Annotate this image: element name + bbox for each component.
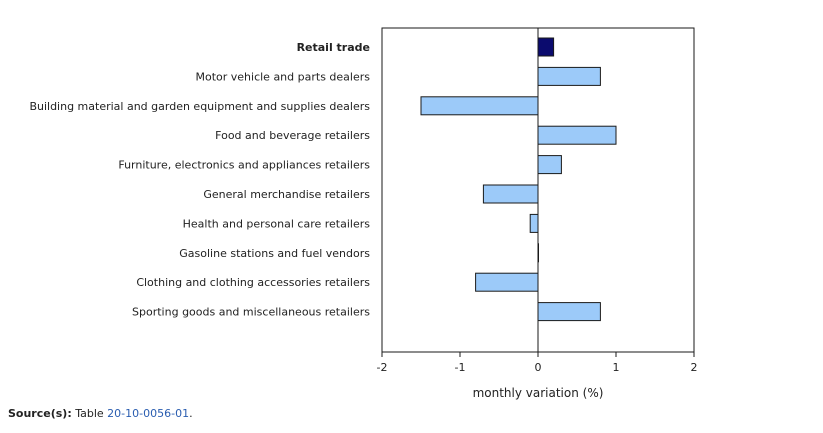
source-suffix: . bbox=[189, 407, 193, 420]
category-label: Furniture, electronics and appliances re… bbox=[118, 159, 370, 172]
bar bbox=[537, 155, 562, 175]
x-tick-label: -2 bbox=[377, 361, 388, 374]
bar bbox=[482, 184, 539, 204]
x-tick-label: -1 bbox=[455, 361, 466, 374]
x-tick-label: 2 bbox=[691, 361, 698, 374]
x-tick-label: 0 bbox=[535, 361, 542, 374]
category-label: Sporting goods and miscellaneous retaile… bbox=[132, 306, 370, 319]
category-label: Motor vehicle and parts dealers bbox=[195, 70, 370, 83]
category-label: Health and personal care retailers bbox=[183, 217, 371, 230]
source-prefix: Table bbox=[75, 407, 108, 420]
category-label: Retail trade bbox=[297, 41, 370, 54]
category-label: Clothing and clothing accessories retail… bbox=[136, 276, 370, 289]
category-label: Food and beverage retailers bbox=[215, 129, 370, 142]
x-tick-label: 1 bbox=[613, 361, 620, 374]
source-label: Source(s): bbox=[8, 407, 72, 420]
bar bbox=[537, 66, 601, 86]
bar bbox=[537, 302, 601, 322]
x-axis-title: monthly variation (%) bbox=[473, 386, 604, 400]
category-label: Building material and garden equipment a… bbox=[29, 100, 370, 113]
source-note: Source(s): Table 20-10-0056-01. bbox=[8, 407, 193, 420]
category-label: General merchandise retailers bbox=[203, 188, 370, 201]
bars bbox=[420, 37, 617, 322]
source-table-link[interactable]: 20-10-0056-01 bbox=[107, 407, 190, 420]
bar bbox=[420, 96, 539, 116]
category-label: Gasoline stations and fuel vendors bbox=[179, 247, 370, 260]
bar-chart: Retail trade Motor vehicle and parts deal… bbox=[29, 27, 698, 400]
bar bbox=[537, 125, 617, 145]
bar bbox=[475, 272, 539, 292]
x-axis-ticks: -2 -1 0 1 2 bbox=[377, 352, 698, 374]
bar bbox=[537, 37, 555, 57]
bar bbox=[529, 213, 539, 233]
category-labels: Retail trade Motor vehicle and parts deal… bbox=[29, 41, 370, 319]
